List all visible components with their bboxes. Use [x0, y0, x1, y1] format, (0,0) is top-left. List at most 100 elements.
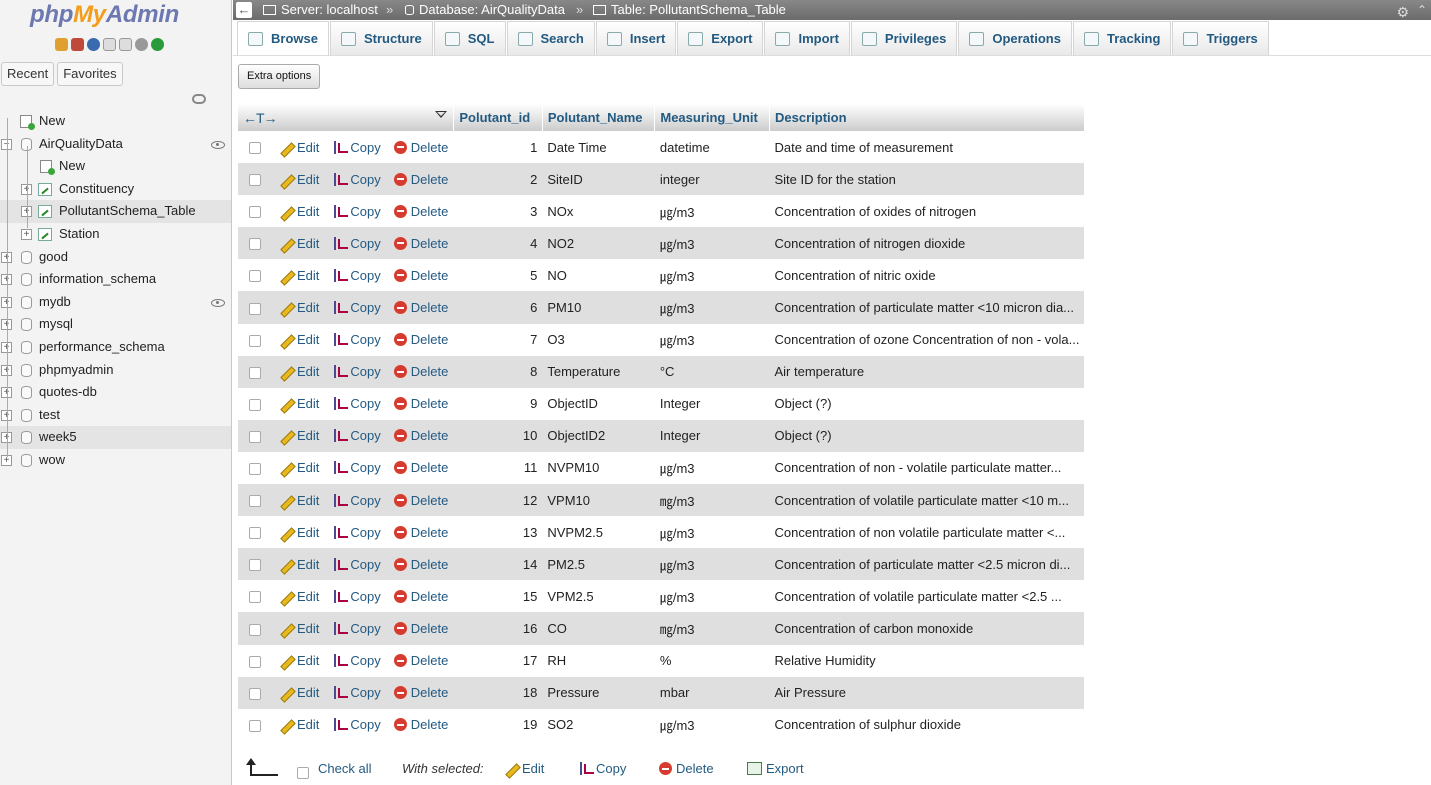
check-all-link[interactable]: Check all [318, 761, 372, 776]
cell-polutant-name[interactable]: NO [542, 259, 655, 292]
copy-button[interactable]: Copy [332, 204, 381, 219]
cell-polutant-name[interactable]: ObjectID2 [542, 419, 655, 452]
cell-polutant-id[interactable]: 10 [453, 419, 543, 452]
copy-button[interactable]: Copy [332, 685, 381, 700]
cell-measuring-unit[interactable]: ㎎/m3 [654, 484, 770, 517]
cell-polutant-name[interactable]: NOx [542, 195, 655, 228]
column-arrows-icon[interactable]: ←T→ [243, 109, 278, 126]
tree-item-performance-schema[interactable]: + performance_schema [0, 336, 231, 359]
copy-button[interactable]: Copy [332, 172, 381, 187]
cell-measuring-unit[interactable]: ㎍/m3 [654, 708, 770, 741]
cell-polutant-name[interactable]: SO2 [542, 708, 655, 741]
bulk-copy-button[interactable]: Copy [578, 761, 626, 776]
cell-measuring-unit[interactable]: ㎍/m3 [654, 291, 770, 324]
tab-triggers[interactable]: Triggers [1172, 21, 1269, 55]
copy-button[interactable]: Copy [332, 717, 381, 732]
row-checkbox[interactable] [249, 655, 261, 668]
delete-button[interactable]: Delete [393, 140, 448, 155]
cell-polutant-name[interactable]: Date Time [542, 131, 655, 164]
cell-polutant-name[interactable]: Temperature [542, 355, 655, 388]
cell-description[interactable]: Object (?) [769, 419, 1085, 452]
expand-icon[interactable]: + [1, 341, 12, 353]
expand-icon[interactable]: + [1, 432, 12, 444]
cell-polutant-name[interactable]: VPM10 [542, 484, 655, 517]
cell-measuring-unit[interactable]: mbar [654, 676, 770, 709]
copy-button[interactable]: Copy [332, 140, 381, 155]
cell-polutant-id[interactable]: 14 [453, 548, 543, 581]
row-checkbox[interactable] [249, 142, 261, 155]
tree-item-mysql[interactable]: + mysql [0, 313, 231, 336]
row-checkbox[interactable] [249, 334, 261, 347]
edit-button[interactable]: Edit [279, 428, 319, 443]
bulk-edit-button[interactable]: Edit [504, 761, 544, 776]
copy-button[interactable]: Copy [332, 300, 381, 315]
cell-polutant-name[interactable]: PM2.5 [542, 548, 655, 581]
cell-measuring-unit[interactable]: ㎍/m3 [654, 227, 770, 260]
cell-polutant-id[interactable]: 4 [453, 227, 543, 260]
row-checkbox[interactable] [249, 719, 261, 732]
extra-options-button[interactable]: Extra options [238, 64, 321, 89]
cell-description[interactable]: Site ID for the station [769, 163, 1085, 196]
cell-polutant-id[interactable]: 3 [453, 195, 543, 228]
edit-button[interactable]: Edit [279, 204, 319, 219]
expand-icon[interactable]: + [21, 183, 32, 195]
copy-button[interactable]: Copy [332, 653, 381, 668]
expand-icon[interactable]: + [1, 274, 12, 286]
edit-button[interactable]: Edit [279, 621, 319, 636]
cell-measuring-unit[interactable]: Integer [654, 387, 770, 420]
cell-measuring-unit[interactable]: ㎍/m3 [654, 516, 770, 549]
delete-button[interactable]: Delete [393, 396, 448, 411]
cell-measuring-unit[interactable]: % [654, 644, 770, 677]
tab-operations[interactable]: Operations [958, 21, 1072, 55]
delete-button[interactable]: Delete [393, 653, 448, 668]
cell-description[interactable]: Concentration of particulate matter <10 … [769, 291, 1085, 324]
tree-item-information-schema[interactable]: + information_schema [0, 268, 231, 291]
recent-button[interactable]: Recent [1, 62, 55, 86]
cell-polutant-name[interactable]: CO [542, 612, 655, 645]
edit-button[interactable]: Edit [279, 268, 319, 283]
delete-button[interactable]: Delete [393, 236, 448, 251]
cell-polutant-name[interactable]: PM10 [542, 291, 655, 324]
delete-button[interactable]: Delete [393, 172, 448, 187]
delete-button[interactable]: Delete [393, 300, 448, 315]
tree-item-week5[interactable]: + week5 [0, 426, 231, 449]
gear-icon[interactable]: ⚙ [1396, 4, 1409, 20]
row-checkbox[interactable] [249, 206, 261, 219]
cell-description[interactable]: Relative Humidity [769, 644, 1085, 677]
delete-button[interactable]: Delete [393, 204, 448, 219]
row-checkbox[interactable] [249, 687, 261, 700]
cell-description[interactable]: Air temperature [769, 355, 1085, 388]
tab-sql[interactable]: SQL [433, 21, 506, 55]
row-checkbox[interactable] [249, 623, 261, 636]
tab-import[interactable]: Import [764, 21, 850, 55]
cell-polutant-name[interactable]: NVPM2.5 [542, 516, 655, 549]
edit-button[interactable]: Edit [279, 557, 319, 572]
cell-measuring-unit[interactable]: ㎎/m3 [654, 612, 770, 645]
cell-description[interactable]: Concentration of volatile particulate ma… [769, 484, 1085, 517]
cell-polutant-name[interactable]: O3 [542, 323, 655, 356]
phpmyadmin-logo[interactable]: phpMyAdmin [30, 1, 180, 28]
edit-button[interactable]: Edit [279, 525, 319, 540]
tab-browse[interactable]: Browse [237, 21, 329, 55]
cell-description[interactable]: Concentration of particulate matter <2.5… [769, 548, 1085, 581]
expand-icon[interactable]: + [1, 251, 12, 263]
tab-tracking[interactable]: Tracking [1072, 21, 1172, 55]
cell-polutant-name[interactable]: VPM2.5 [542, 580, 655, 613]
breadcrumb-database[interactable]: Database: AirQualityData [405, 0, 565, 20]
tab-export[interactable]: Export [677, 21, 764, 55]
cell-measuring-unit[interactable]: °C [654, 355, 770, 388]
edit-button[interactable]: Edit [279, 300, 319, 315]
copy-button[interactable]: Copy [332, 557, 381, 572]
link-with-main-panel-icon[interactable] [192, 94, 206, 104]
cell-description[interactable]: Concentration of volatile particulate ma… [769, 580, 1085, 613]
tree-item-phpmyadmin[interactable]: + phpmyadmin [0, 359, 231, 382]
delete-button[interactable]: Delete [393, 589, 448, 604]
cell-measuring-unit[interactable]: ㎍/m3 [654, 259, 770, 292]
expand-icon[interactable]: + [1, 296, 12, 308]
cell-polutant-id[interactable]: 13 [453, 516, 543, 549]
edit-button[interactable]: Edit [279, 364, 319, 379]
tab-structure[interactable]: Structure [329, 21, 433, 55]
tree-item-constituency[interactable]: + Constituency [0, 178, 231, 201]
copy-button[interactable]: Copy [332, 428, 381, 443]
copy-button[interactable]: Copy [332, 493, 381, 508]
